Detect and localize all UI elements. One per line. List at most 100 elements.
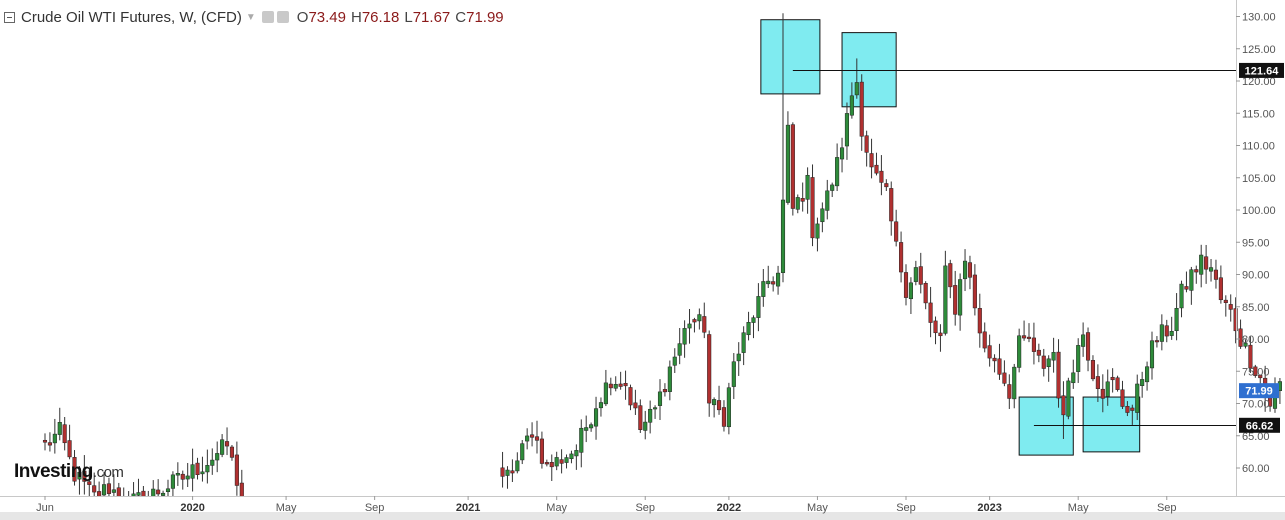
collapse-icon[interactable] bbox=[4, 11, 15, 23]
gear-icon[interactable] bbox=[276, 11, 289, 23]
low-prefix: L bbox=[404, 8, 413, 26]
candle bbox=[667, 360, 672, 401]
candle bbox=[687, 309, 692, 344]
candle-body bbox=[1208, 267, 1214, 272]
price-axis[interactable]: 60.00 65.00 70.00 75.00 80.00 85.00 90.00 95.00… bbox=[1236, 12, 1276, 476]
candle-body bbox=[692, 319, 697, 323]
candle bbox=[1238, 319, 1243, 349]
candle-body bbox=[751, 317, 756, 323]
candle bbox=[746, 311, 751, 341]
candle bbox=[598, 397, 604, 417]
candle-body bbox=[839, 147, 845, 160]
candle-body bbox=[1233, 308, 1238, 332]
candle bbox=[707, 330, 712, 417]
candle bbox=[1046, 355, 1051, 382]
candle bbox=[712, 397, 717, 418]
candle bbox=[815, 217, 820, 252]
candle bbox=[889, 181, 894, 236]
candle bbox=[918, 252, 923, 294]
candle-body bbox=[1017, 335, 1022, 368]
candle-body bbox=[1105, 381, 1110, 397]
candle-body bbox=[623, 383, 628, 387]
candle bbox=[1164, 319, 1169, 343]
candle bbox=[1081, 322, 1086, 357]
candle-body bbox=[667, 366, 672, 392]
candle-body bbox=[849, 95, 854, 116]
candle bbox=[618, 371, 623, 390]
candle-body bbox=[593, 408, 599, 427]
candle-body bbox=[918, 266, 923, 285]
candle-body bbox=[1115, 377, 1120, 390]
time-tick-label: Jun bbox=[36, 502, 54, 514]
candle-body bbox=[899, 242, 904, 273]
candles bbox=[42, 13, 1282, 520]
candle bbox=[1179, 280, 1184, 318]
candle-body bbox=[820, 208, 825, 223]
time-tick-label: Sep bbox=[1157, 502, 1177, 514]
candle bbox=[224, 427, 230, 456]
candle bbox=[520, 440, 525, 465]
candle bbox=[884, 179, 889, 192]
candle bbox=[1105, 369, 1110, 406]
candle-body bbox=[795, 197, 800, 210]
price-tick-label: 70.00 bbox=[1242, 399, 1270, 411]
current-price-tag: 71.99 bbox=[1239, 383, 1279, 399]
candle-body bbox=[205, 465, 210, 473]
candle bbox=[997, 343, 1002, 380]
candle bbox=[608, 377, 613, 396]
candle bbox=[1223, 295, 1228, 317]
candle-body bbox=[1002, 372, 1007, 384]
candle bbox=[948, 259, 953, 299]
candle-body bbox=[1199, 254, 1204, 275]
candle bbox=[726, 382, 731, 435]
candle-body bbox=[648, 408, 653, 423]
candle-body bbox=[643, 421, 648, 431]
candle-body bbox=[1071, 372, 1076, 384]
candle bbox=[229, 444, 235, 461]
price-tick-label: 85.00 bbox=[1242, 302, 1270, 314]
candle-body bbox=[864, 135, 869, 153]
candle-body bbox=[712, 399, 717, 406]
candle-body bbox=[830, 184, 835, 191]
candle-body bbox=[1238, 328, 1243, 347]
candle bbox=[554, 451, 559, 471]
bottom-scrollbar[interactable] bbox=[0, 512, 1285, 520]
candle bbox=[820, 202, 825, 233]
candle bbox=[534, 420, 540, 454]
settings-icon[interactable] bbox=[261, 11, 274, 23]
candle-body bbox=[1061, 395, 1066, 416]
candle bbox=[1174, 293, 1179, 341]
candle bbox=[672, 348, 677, 373]
candle-body bbox=[756, 296, 761, 318]
candle-body bbox=[987, 345, 992, 359]
candle-body bbox=[1248, 344, 1253, 369]
highlight-box bbox=[841, 32, 897, 108]
chart-title: Crude Oil WTI Futures, W, (CFD) bbox=[21, 8, 242, 26]
time-tick-label: May bbox=[1068, 502, 1089, 514]
candle bbox=[1189, 266, 1194, 305]
high-value: 76.18 bbox=[361, 8, 400, 26]
candle-body bbox=[958, 279, 963, 316]
candle-body bbox=[220, 439, 225, 455]
candle-body bbox=[854, 82, 859, 96]
candle-body bbox=[1100, 388, 1105, 399]
candle bbox=[1248, 336, 1253, 373]
time-tick-label: May bbox=[276, 502, 297, 514]
candle bbox=[1031, 322, 1036, 365]
price-tick-label: 125.00 bbox=[1242, 44, 1276, 56]
candle bbox=[175, 462, 180, 486]
candle bbox=[844, 102, 850, 160]
candle bbox=[977, 293, 982, 348]
candle bbox=[1208, 258, 1214, 282]
time-axis[interactable]: Jun 2020 May Sep 2021 May Sep 2022 May Sep 2023 May… bbox=[36, 496, 1177, 514]
candle-body bbox=[1056, 351, 1061, 399]
candle bbox=[1213, 259, 1219, 289]
candle-body bbox=[1189, 269, 1194, 291]
chevron-down-icon[interactable]: ▼ bbox=[245, 11, 256, 23]
time-tick-label: Sep bbox=[365, 502, 385, 514]
current-price-label: 71.99 bbox=[1245, 386, 1273, 398]
ohlc-low: L71.67 bbox=[404, 9, 450, 26]
candle-body bbox=[1159, 324, 1164, 342]
candle bbox=[1041, 348, 1046, 377]
